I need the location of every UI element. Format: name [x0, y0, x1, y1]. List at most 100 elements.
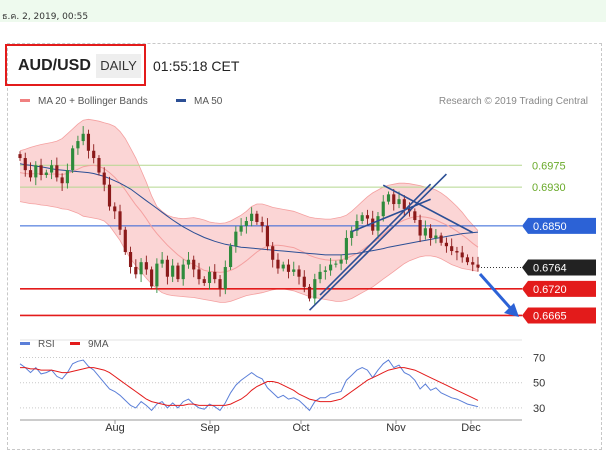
candle-body	[92, 150, 96, 159]
candle-body	[134, 267, 138, 275]
forecast-arrow-shaft	[478, 273, 515, 312]
candle-body	[271, 246, 275, 260]
candle-body	[360, 215, 364, 221]
candle-body	[150, 269, 154, 287]
legend-label-bollinger: MA 20 + Bollinger Bands	[38, 96, 148, 107]
candle-body	[297, 269, 301, 277]
rsi-level-label-70: 70	[533, 353, 545, 365]
candle-body	[71, 148, 75, 171]
timeframe-label: DAILY	[96, 54, 141, 78]
candle-body	[418, 220, 422, 236]
candle-body	[118, 211, 122, 230]
candle-body	[386, 194, 391, 202]
candle-body	[176, 265, 180, 280]
candle-body	[155, 263, 159, 287]
candle-body	[228, 246, 233, 268]
candle-body	[286, 264, 291, 272]
candle-body	[123, 229, 127, 253]
candle-body	[371, 218, 375, 231]
candle-body	[18, 154, 22, 159]
candle-body	[55, 165, 59, 178]
candle-body	[339, 259, 343, 264]
candle-body	[381, 201, 385, 217]
ma50-line	[19, 163, 479, 256]
candle-body	[413, 211, 417, 221]
channel-upper-line	[319, 183, 432, 296]
rsi-level-label-30: 30	[533, 403, 545, 415]
candle-body	[97, 158, 101, 173]
candle-body	[234, 231, 238, 247]
level-label-0.6975: 0.6975	[532, 160, 566, 172]
level-label-0.6764: 0.6764	[533, 263, 567, 275]
candle-body	[207, 271, 212, 284]
x-tick-label-aug: Aug	[105, 422, 125, 434]
candle-body	[307, 286, 312, 299]
candle-body	[65, 170, 69, 184]
candle-body	[202, 279, 206, 284]
candle-body	[429, 228, 433, 238]
legend-label-rsi: RSI	[38, 339, 55, 350]
candle-body	[255, 213, 259, 222]
level-tag-0.6665	[522, 307, 596, 324]
candle-body	[171, 265, 175, 277]
header-date: ธ.ค. 2, 2019, 00:55	[2, 12, 89, 22]
candle-body	[402, 199, 406, 209]
candle-body	[365, 215, 370, 219]
bollinger-lower-line	[19, 201, 479, 303]
candle-body	[313, 279, 317, 299]
legend-swatch-bollinger	[20, 99, 30, 102]
candle-body	[455, 251, 459, 253]
candle-body	[250, 213, 254, 221]
symbol-label: AUD/USD	[18, 57, 91, 74]
candle-body	[102, 172, 106, 185]
top-bar: ธ.ค. 2, 2019, 00:55	[0, 0, 606, 22]
candle-body	[439, 235, 443, 243]
candle-body	[44, 172, 48, 175]
candle-body	[165, 259, 169, 277]
level-tag-0.6764	[522, 259, 596, 276]
candle-body	[76, 141, 80, 149]
level-tag-0.6850	[522, 217, 596, 234]
candle-body	[239, 225, 243, 232]
candle-body	[181, 264, 185, 280]
candle-body	[244, 221, 248, 226]
level-label-0.6930: 0.6930	[532, 182, 566, 194]
candle-body	[265, 225, 270, 247]
candle-body	[281, 264, 285, 269]
watermark: Research © 2019 Trading Central	[439, 96, 588, 107]
candle-body	[34, 165, 38, 178]
candle-body	[323, 270, 327, 272]
legend-label-ma50: MA 50	[194, 96, 223, 107]
channel-top-segment	[382, 184, 474, 234]
candle-body	[392, 194, 396, 205]
candle-body	[450, 246, 454, 252]
bollinger-upper-line	[19, 118, 479, 231]
candle-body	[107, 184, 112, 207]
candle-body	[213, 271, 217, 280]
x-tick-label-dec: Dec	[461, 422, 481, 434]
rsi-level-label-50: 50	[533, 378, 545, 390]
candle-body	[260, 221, 264, 226]
chart-frame	[7, 43, 602, 450]
candle-body	[128, 252, 133, 268]
candle-body	[186, 259, 191, 265]
symbol-highlight-box	[5, 44, 146, 86]
candle-body	[139, 262, 143, 275]
x-tick-label-oct: Oct	[292, 422, 309, 434]
candle-body	[302, 276, 306, 287]
candle-body	[344, 237, 348, 260]
level-tag-0.6720	[522, 280, 596, 297]
candle-body	[376, 216, 380, 231]
level-label-0.6720: 0.6720	[533, 284, 567, 296]
rsi-9ma-line	[20, 367, 479, 406]
candle-body	[60, 177, 64, 184]
forecast-arrow-head	[504, 303, 519, 317]
candle-body	[276, 259, 280, 269]
legend-swatch-rsi	[20, 342, 30, 345]
candle-body	[28, 170, 33, 178]
candle-body	[460, 252, 464, 258]
x-tick-label-sep: Sep	[200, 422, 220, 434]
candle-body	[471, 262, 475, 265]
candle-body	[350, 230, 354, 238]
